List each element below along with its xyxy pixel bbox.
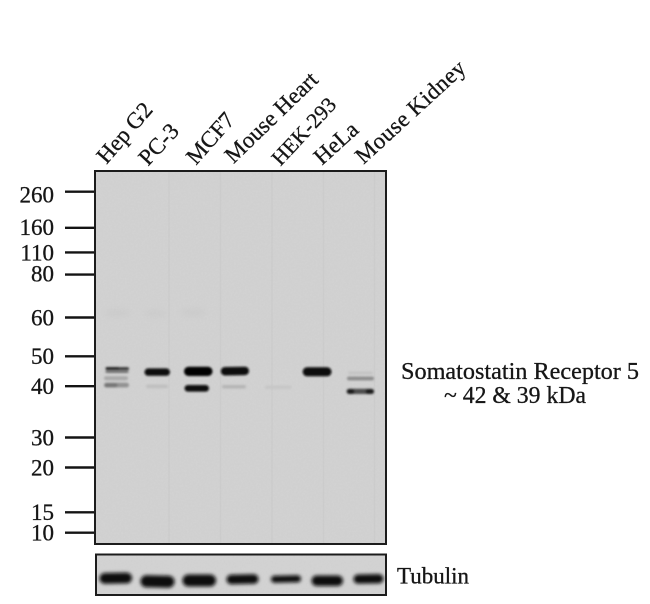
svg-text:160: 160 — [20, 215, 55, 240]
svg-text:Somatostatin Receptor 5: Somatostatin Receptor 5 — [401, 359, 639, 385]
svg-text:~ 42 & 39 kDa: ~ 42 & 39 kDa — [444, 383, 586, 409]
svg-text:30: 30 — [31, 425, 54, 450]
svg-text:60: 60 — [31, 305, 54, 330]
svg-text:260: 260 — [20, 182, 55, 207]
svg-text:40: 40 — [31, 374, 54, 399]
svg-text:15: 15 — [31, 500, 54, 525]
svg-text:Tubulin: Tubulin — [397, 563, 469, 588]
svg-text:10: 10 — [31, 521, 54, 546]
svg-text:Mouse Kidney: Mouse Kidney — [350, 55, 471, 169]
svg-text:80: 80 — [31, 262, 54, 287]
svg-text:110: 110 — [20, 241, 54, 266]
svg-text:50: 50 — [31, 344, 54, 369]
svg-text:20: 20 — [31, 455, 54, 480]
